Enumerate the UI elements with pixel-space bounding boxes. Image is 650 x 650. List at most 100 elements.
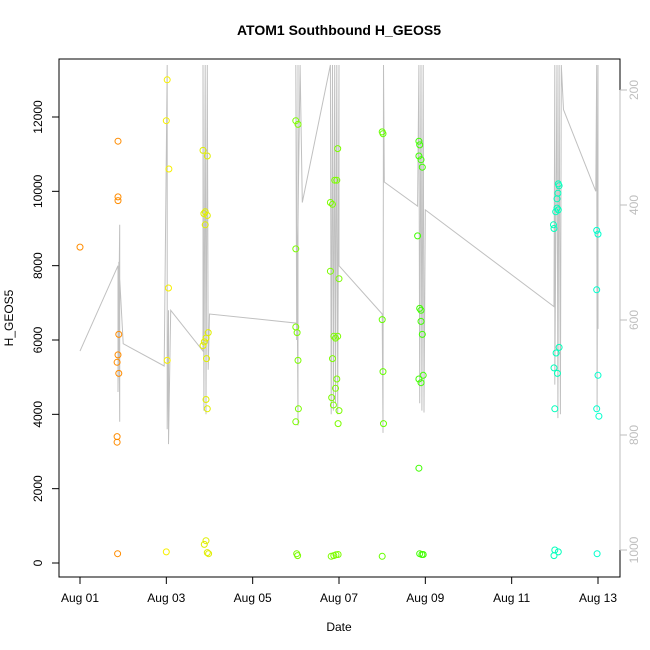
data-point [333, 375, 341, 383]
data-point [553, 204, 561, 212]
data-point [379, 368, 387, 376]
data-point [594, 230, 602, 238]
data-point [163, 76, 171, 84]
chart-title: ATOM1 Southbound H_GEOS5 [237, 22, 441, 38]
data-point [115, 330, 123, 338]
y2-tick-label: 400 [627, 195, 641, 215]
data-point [294, 552, 302, 560]
data-point [334, 420, 342, 428]
data-point [294, 120, 302, 128]
data-point [76, 243, 84, 251]
data-point [417, 379, 425, 387]
data-point [202, 334, 210, 342]
data-point [162, 548, 170, 556]
data-point [165, 165, 173, 173]
data-point [550, 364, 558, 372]
data-point [334, 332, 342, 340]
data-point [201, 208, 209, 216]
data-point [379, 130, 387, 138]
data-point [292, 245, 300, 253]
data-point [551, 546, 559, 554]
data-point [332, 384, 339, 392]
data-point [416, 141, 424, 149]
y-axis-label: H_GEOS5 [2, 289, 16, 346]
data-point [593, 226, 601, 234]
data-point [335, 407, 343, 415]
data-point [554, 548, 562, 556]
data-point [419, 371, 427, 379]
data-point [554, 206, 562, 214]
data-point [203, 212, 211, 219]
data-point [114, 351, 122, 359]
data-point [162, 117, 170, 125]
data-point [378, 316, 386, 324]
data-point [113, 438, 121, 446]
data-point [553, 195, 561, 203]
data-point [114, 193, 122, 201]
y-tick-label: 2000 [31, 475, 45, 502]
y2-tick-label: 1000 [627, 536, 641, 563]
data-point [114, 550, 122, 558]
data-points [76, 76, 603, 560]
data-point [329, 401, 337, 409]
data-point [552, 349, 560, 357]
x-axis-label: Date [326, 620, 352, 634]
data-point [419, 551, 427, 558]
data-point [380, 420, 387, 428]
x-tick-label: Aug 13 [579, 591, 617, 605]
data-point [553, 369, 561, 377]
data-point [417, 156, 425, 164]
data-point [595, 412, 603, 420]
data-point [332, 334, 339, 342]
data-point [593, 550, 601, 558]
data-point [414, 232, 422, 240]
y2-axis: 200 400 600 800 1000 [619, 80, 641, 563]
background-trace [79, 64, 599, 445]
y-tick-label: 4000 [31, 401, 45, 428]
data-point [330, 332, 338, 340]
x-tick-label: Aug 11 [493, 591, 530, 605]
data-point [199, 342, 207, 350]
data-point [335, 275, 343, 283]
data-point [550, 221, 557, 229]
data-point [114, 137, 122, 145]
data-point [294, 405, 302, 413]
data-point [203, 152, 211, 160]
data-point [165, 284, 172, 292]
y2-tick-label: 200 [627, 80, 641, 100]
data-point [593, 405, 601, 413]
y-axis: 0 2000 4000 6000 8000 10000 12000 [31, 100, 60, 566]
trace-line [79, 64, 599, 445]
x-tick-label: Aug 01 [61, 591, 99, 605]
data-point [329, 200, 336, 208]
y-tick-label: 0 [31, 559, 45, 566]
data-point [555, 343, 563, 351]
data-point [333, 176, 341, 184]
data-point [416, 304, 424, 312]
data-point [593, 286, 601, 294]
data-point [551, 405, 559, 413]
data-point [199, 146, 207, 154]
data-point [113, 358, 121, 366]
data-point [292, 418, 300, 426]
x-tick-label: Aug 09 [406, 591, 444, 605]
y2-tick-label: 800 [627, 425, 641, 445]
data-point [115, 369, 123, 377]
data-point [328, 394, 336, 402]
y-tick-label: 12000 [31, 100, 45, 134]
data-point [550, 225, 558, 232]
data-point [203, 549, 211, 557]
data-point [294, 356, 302, 364]
y2-tick-label: 600 [627, 310, 641, 330]
data-point [594, 371, 602, 379]
data-point [200, 540, 208, 548]
y-tick-label: 6000 [31, 326, 45, 353]
data-point [550, 552, 558, 560]
data-point [418, 330, 426, 338]
data-point [163, 356, 171, 364]
data-point [418, 163, 426, 171]
data-point [293, 329, 301, 337]
data-point [415, 152, 423, 160]
data-point [331, 176, 339, 184]
